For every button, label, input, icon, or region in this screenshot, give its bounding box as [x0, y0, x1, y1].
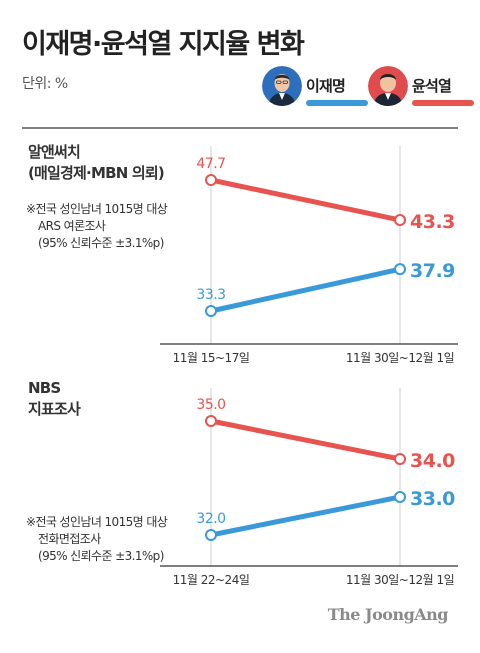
section-2-note-line-2: 전화면접조사: [38, 532, 101, 546]
legend-swatch-yoon: [412, 100, 474, 106]
brand-logo: The JoongAng: [327, 605, 449, 624]
chart-1-x-tick-label: 11월 15~17일: [173, 351, 250, 365]
chart-1-series-2-data-label: 47.7: [196, 156, 225, 172]
section-2-label-line-2: 지표조사: [28, 400, 81, 418]
section-1-label-line-1: 알앤써치: [28, 143, 81, 161]
chart-2-series-line-2: [208, 418, 403, 462]
chart-1-series-2-point: [205, 174, 217, 186]
legend-label-lee: 이재명: [306, 77, 346, 95]
chart-2-series-2-data-label: 34.0: [410, 450, 455, 472]
chart-2-series-1-point: [205, 529, 217, 541]
chart-1-series-2-data-label: 43.3: [410, 211, 455, 233]
section-1-note-line-1: ※전국 성인남녀 1015명 대상: [26, 202, 168, 216]
chart-2-x-tick-label: 11월 30일~12월 1일: [346, 573, 454, 587]
section-2-label-line-1: NBS: [28, 379, 61, 397]
section-1-note-line-3: (95% 신뢰수준 ±3.1%p): [38, 236, 164, 250]
section-1-note-line-2: ARS 여론조사: [38, 219, 106, 233]
chart-1-series-1-point: [394, 263, 406, 276]
chart-2-series-1-data-label: 33.0: [410, 488, 455, 510]
unit-label: 단위: %: [22, 76, 68, 92]
section-1-label-line-2: (매일경제·MBN 의뢰): [28, 164, 165, 182]
chart-1-series-line-1: [208, 266, 403, 314]
section-2-note: ※전국 성인남녀 1015명 대상 전화면접조사 (95% 신뢰수준 ±3.1%…: [26, 514, 168, 565]
chart-2-series-2-point: [205, 415, 217, 427]
legend-label-yoon: 윤석열: [412, 77, 452, 95]
chart-1-series-1-data-label: 33.3: [196, 287, 225, 303]
chart-2-series-1-point: [394, 491, 406, 503]
chart-title: 이재명·윤석열 지지율 변화: [22, 29, 305, 60]
chart-1-series-1-data-label: 37.9: [410, 260, 455, 282]
chart-1-series-2-point: [394, 214, 406, 227]
chart-2-series-2-point: [394, 453, 406, 465]
section-2-label: NBS 지표조사: [28, 378, 81, 420]
chart-1-x-tick-label: 11월 30일~12월 1일: [346, 351, 454, 365]
chart-1-series-line-2: [208, 177, 403, 223]
chart-2-x-tick-label: 11월 22~24일: [173, 573, 250, 587]
section-1-note: ※전국 성인남녀 1015명 대상 ARS 여론조사 (95% 신뢰수준 ±3.…: [26, 201, 168, 252]
chart-1-series-1-point: [205, 305, 217, 317]
section-2-note-line-1: ※전국 성인남녀 1015명 대상: [26, 515, 168, 529]
chart-2-series-1-data-label: 32.0: [196, 511, 225, 527]
avatar-lee-icon: [262, 66, 302, 106]
legend-swatch-lee: [306, 100, 368, 106]
section-1-label: 알앤써치 (매일경제·MBN 의뢰): [28, 142, 165, 184]
section-2-note-line-3: (95% 신뢰수준 ±3.1%p): [38, 549, 164, 563]
avatar-yoon-icon: [368, 66, 408, 106]
chart-2-series-2-data-label: 35.0: [196, 397, 225, 413]
chart-2-series-line-1: [208, 494, 403, 538]
